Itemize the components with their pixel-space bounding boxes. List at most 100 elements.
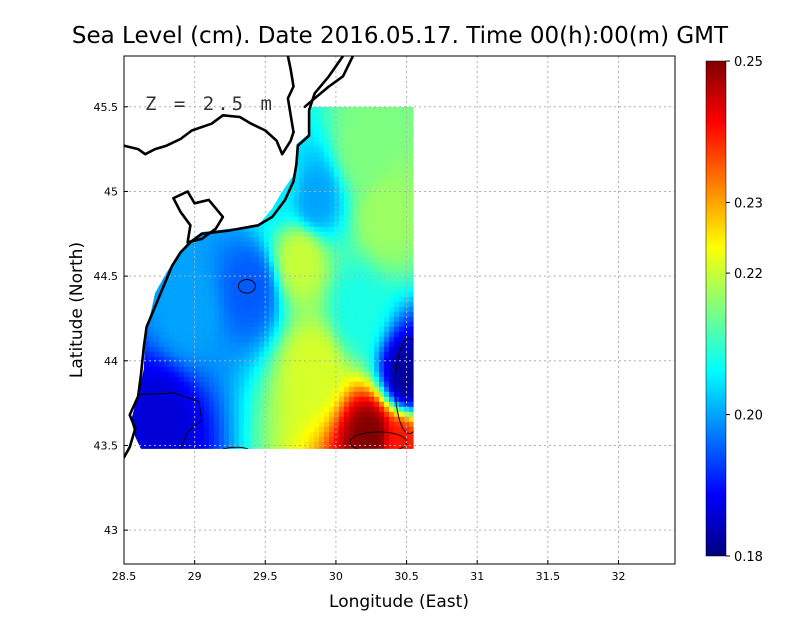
field-cell: [339, 336, 345, 343]
field-cell: [349, 441, 355, 448]
field-cell: [254, 351, 260, 358]
field-cell: [249, 366, 255, 373]
field-cell: [159, 301, 165, 308]
field-cell: [214, 376, 220, 383]
y-axis-label: Latitude (North): [67, 242, 87, 378]
field-cell: [279, 371, 285, 378]
field-cell: [209, 326, 215, 333]
field-cell: [334, 311, 340, 318]
field-cell: [379, 201, 385, 208]
field-cell: [314, 186, 320, 193]
field-cell: [309, 301, 315, 308]
field-cell: [249, 396, 255, 403]
field-cell: [229, 266, 235, 273]
field-cell: [389, 426, 395, 433]
field-cell: [289, 226, 295, 233]
field-cell: [284, 411, 290, 418]
field-cell: [389, 171, 395, 178]
field-cell: [209, 236, 215, 243]
field-cell: [409, 151, 414, 158]
y-tick-label: 44: [104, 355, 118, 368]
field-cell: [284, 321, 290, 328]
field-cell: [259, 276, 265, 283]
field-cell: [289, 176, 295, 183]
field-cell: [384, 446, 390, 449]
field-cell: [244, 376, 250, 383]
field-cell: [344, 401, 350, 408]
field-cell: [304, 271, 310, 278]
field-cell: [199, 301, 205, 308]
field-cell: [374, 356, 380, 363]
field-cell: [394, 266, 400, 273]
field-cell: [209, 291, 215, 298]
field-cell: [354, 271, 360, 278]
field-cell: [349, 311, 355, 318]
field-cell: [239, 366, 245, 373]
field-cell: [374, 351, 380, 358]
field-cell: [174, 306, 180, 313]
field-cell: [354, 366, 360, 373]
field-cell: [184, 411, 190, 418]
field-cell: [269, 406, 275, 413]
field-cell: [339, 436, 345, 443]
field-cell: [224, 411, 230, 418]
field-cell: [374, 186, 380, 193]
field-cell: [139, 426, 145, 433]
field-cell: [214, 326, 220, 333]
field-cell: [379, 331, 385, 338]
field-cell: [249, 426, 255, 433]
field-cell: [379, 116, 385, 123]
field-cell: [309, 271, 315, 278]
field-cell: [154, 336, 160, 343]
field-cell: [204, 321, 210, 328]
field-cell: [159, 316, 165, 323]
field-cell: [179, 336, 185, 343]
field-cell: [189, 251, 195, 258]
field-cell: [309, 236, 315, 243]
field-cell: [194, 286, 200, 293]
field-cell: [389, 286, 395, 293]
field-cell: [344, 371, 350, 378]
field-cell: [364, 156, 370, 163]
field-cell: [139, 441, 145, 448]
field-cell: [279, 261, 285, 268]
field-cell: [344, 136, 350, 143]
field-cell: [404, 391, 410, 398]
field-cell: [284, 201, 290, 208]
field-cell: [349, 291, 355, 298]
field-cell: [229, 426, 235, 433]
field-cell: [294, 446, 300, 449]
field-cell: [259, 431, 265, 438]
field-cell: [224, 241, 230, 248]
field-cell: [394, 296, 400, 303]
field-cell: [404, 116, 410, 123]
field-cell: [189, 376, 195, 383]
field-cell: [364, 401, 370, 408]
field-cell: [354, 156, 360, 163]
field-cell: [274, 376, 280, 383]
field-cell: [289, 266, 295, 273]
field-cell: [199, 366, 205, 373]
field-cell: [319, 106, 325, 113]
field-cell: [319, 131, 325, 138]
field-cell: [219, 381, 225, 388]
field-cell: [394, 281, 400, 288]
field-cell: [249, 256, 255, 263]
field-cell: [239, 411, 245, 418]
field-cell: [389, 421, 395, 428]
field-cell: [379, 156, 385, 163]
field-cell: [314, 371, 320, 378]
field-cell: [379, 356, 385, 363]
field-cell: [289, 306, 295, 313]
field-cell: [294, 196, 300, 203]
field-cell: [379, 226, 385, 233]
field-cell: [404, 136, 410, 143]
field-cell: [334, 386, 340, 393]
field-cell: [254, 361, 260, 368]
field-cell: [389, 391, 395, 398]
field-cell: [399, 391, 405, 398]
field-cell: [304, 241, 310, 248]
field-cell: [304, 341, 310, 348]
field-cell: [384, 221, 390, 228]
field-cell: [214, 321, 220, 328]
